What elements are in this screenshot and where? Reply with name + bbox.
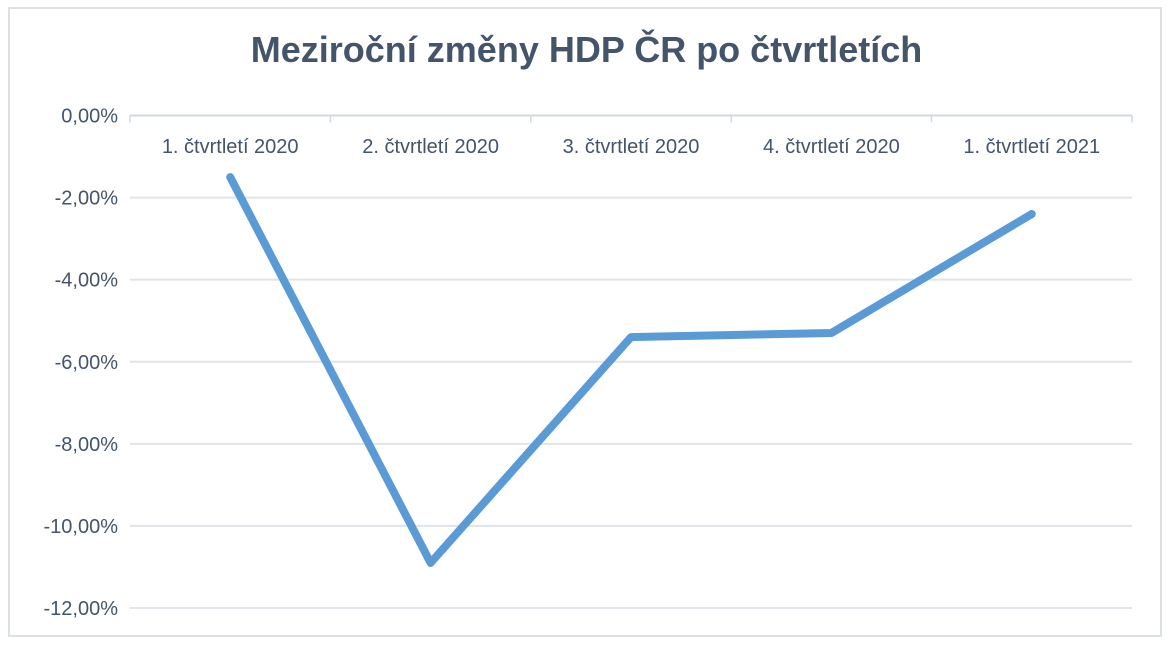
y-axis-tick-label: -8,00% — [55, 434, 119, 456]
y-axis-tick-label: -2,00% — [55, 188, 119, 210]
x-axis-category-label: 3. čtvrtletí 2020 — [563, 136, 700, 158]
gdp-data-line — [226, 173, 1036, 567]
y-axis-tick-label: 0,00% — [61, 106, 118, 128]
x-axis-category-label: 4. čtvrtletí 2020 — [763, 136, 900, 158]
chart-title: Meziroční změny HDP ČR po čtvrtletích — [250, 29, 923, 70]
x-axis-category-label: 1. čtvrtletí 2020 — [162, 136, 299, 158]
y-axis-tick-label: -4,00% — [55, 270, 119, 292]
x-axis-category-label: 1. čtvrtletí 2021 — [963, 136, 1100, 158]
y-axis-tick-label: -10,00% — [44, 516, 119, 538]
y-axis-tick-label: -12,00% — [44, 598, 119, 620]
y-axis-tick-label: -6,00% — [55, 352, 119, 374]
x-axis-category-label: 2. čtvrtletí 2020 — [362, 136, 499, 158]
